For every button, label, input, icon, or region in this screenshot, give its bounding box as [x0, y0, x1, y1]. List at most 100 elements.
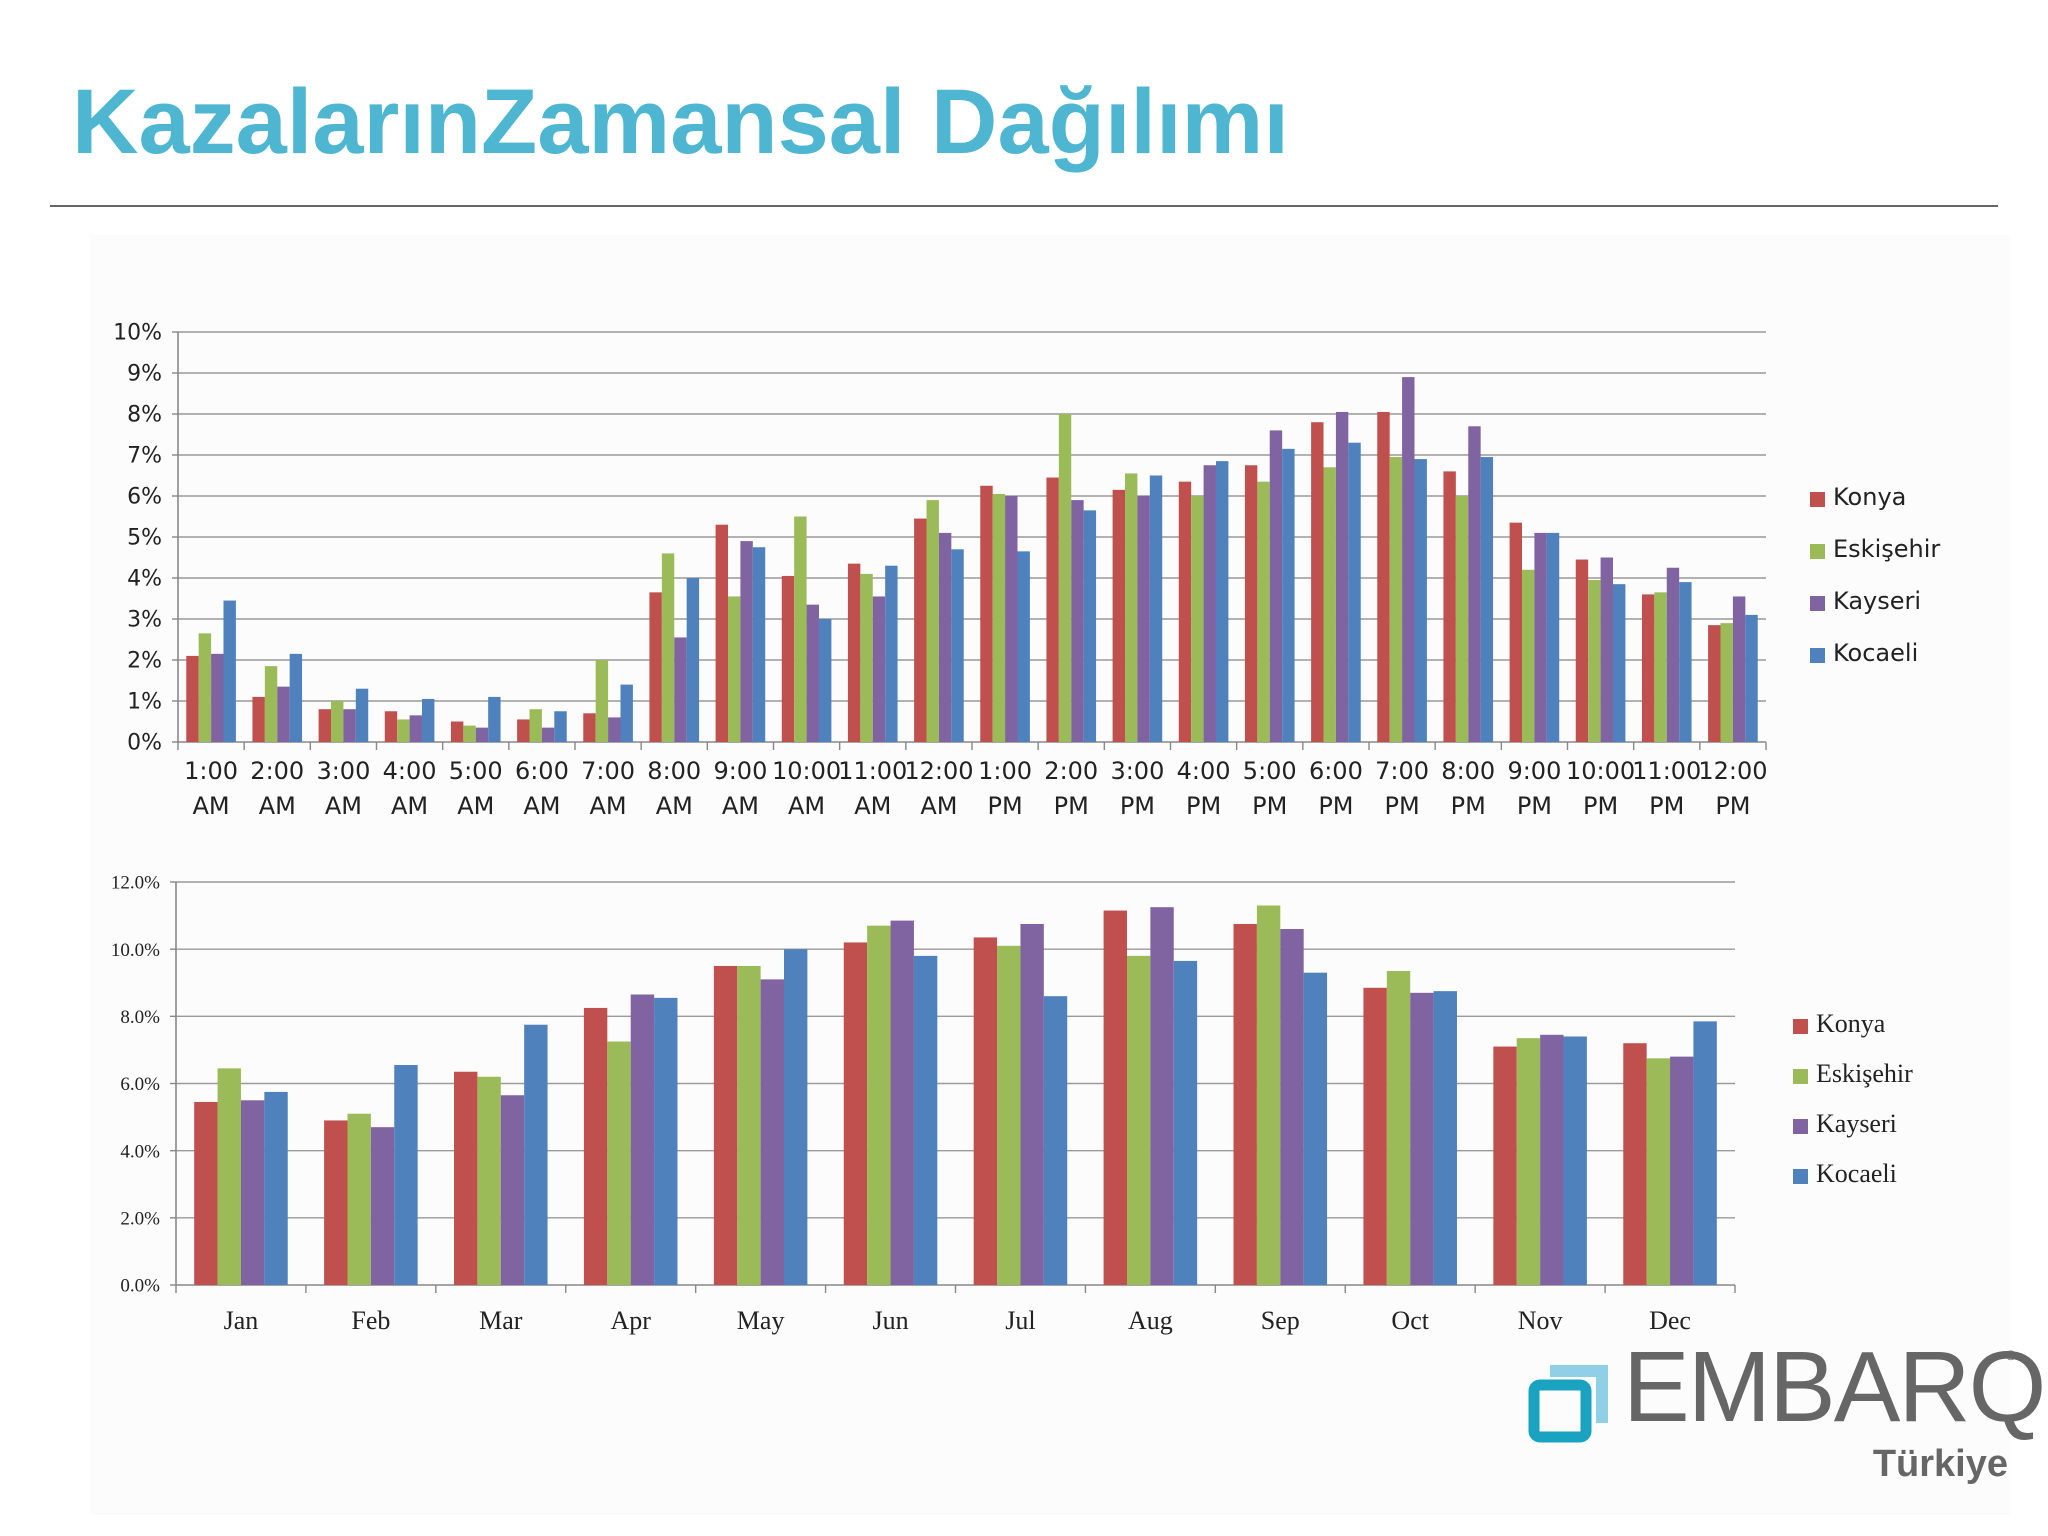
x-tick-label: 7:00: [581, 757, 635, 785]
charts-panel: 0% 1% 2% 3% 4% 5% 6% 7% 8% 9% 10% 1:00 AM 2:00 AM 3:00 A…: [90, 235, 2010, 1515]
bar-kayseri: [475, 727, 489, 742]
x-tick-label: 3:00: [1110, 757, 1164, 785]
bar-kocaeli: [913, 955, 938, 1285]
bar-eskişehir: [794, 516, 807, 742]
x-tick-label: 4:00: [1177, 757, 1231, 785]
x-tick-label: PM: [1517, 792, 1552, 820]
bar-konya: [1311, 422, 1324, 742]
bar-konya: [1233, 923, 1257, 1285]
x-tick-label: 12:00: [1698, 757, 1767, 785]
x-tick-label: 11:00: [1632, 757, 1701, 785]
bar-konya: [1363, 987, 1387, 1285]
bar-konya: [781, 575, 795, 742]
x-tick-label: PM: [1715, 792, 1750, 820]
bar-konya: [384, 711, 398, 742]
bar-kayseri: [1666, 567, 1680, 742]
bar-konya: [1641, 594, 1655, 742]
bar-kocaeli: [1149, 475, 1163, 742]
x-tick-label: 1:00: [978, 757, 1032, 785]
bar-kayseri: [277, 686, 290, 742]
legend-label: Kocaeli: [1833, 639, 1918, 667]
y-tick-label: 0.0%: [120, 1276, 160, 1297]
bar-eskişehir: [1257, 481, 1270, 742]
bar-kayseri: [890, 920, 914, 1285]
bar-konya: [194, 1101, 218, 1285]
bar-eskişehir: [992, 493, 1006, 742]
bar-kayseri: [343, 709, 356, 742]
legend-label: Konya: [1833, 483, 1906, 511]
legend-swatch: [1793, 1119, 1808, 1134]
bar-eskişehir: [997, 945, 1021, 1285]
bar-kocaeli: [885, 565, 898, 742]
bar-kayseri: [1468, 426, 1481, 742]
bar-konya: [980, 485, 993, 742]
bar-kocaeli: [1563, 1036, 1587, 1285]
bar-kayseri: [1071, 500, 1084, 742]
logo-registered-mark: ®: [2005, 1347, 2016, 1363]
bar-eskişehir: [1125, 473, 1138, 742]
y-tick-label: 4%: [127, 567, 162, 592]
x-tick-label: 8:00: [647, 757, 701, 785]
x-tick-label: Dec: [1649, 1306, 1691, 1335]
bar-kayseri: [938, 532, 952, 742]
bar-eskişehir: [347, 1113, 371, 1285]
x-tick-label: 2:00: [1044, 757, 1098, 785]
x-tick-label: 5:00: [1243, 757, 1297, 785]
bar-eskişehir: [867, 925, 891, 1285]
bar-konya: [847, 563, 861, 742]
bar-kayseri: [1540, 1034, 1564, 1285]
y-tick-label: 8.0%: [120, 1007, 160, 1028]
x-tick-label: 11:00: [838, 757, 907, 785]
bar-eskişehir: [198, 633, 212, 742]
x-tick-label: AM: [325, 792, 362, 820]
bar-konya: [1443, 471, 1456, 742]
bar-eskişehir: [264, 666, 278, 742]
bar-eskişehir: [1191, 496, 1204, 742]
bar-kayseri: [409, 715, 422, 742]
legend-swatch: [1793, 1019, 1808, 1034]
bar-kocaeli: [289, 653, 303, 742]
x-tick-label: AM: [590, 792, 627, 820]
bar-konya: [324, 1120, 348, 1285]
bar-eskişehir: [607, 1041, 631, 1285]
bar-konya: [318, 709, 332, 742]
bar-kocaeli: [355, 688, 369, 742]
x-tick-label: 5:00: [449, 757, 503, 785]
y-tick-label: 12.0%: [111, 873, 160, 894]
y-tick-label: 5%: [127, 526, 162, 551]
bar-konya: [517, 719, 530, 742]
y-tick-label: 3%: [127, 608, 162, 633]
x-tick-label: PM: [987, 792, 1022, 820]
bar-konya: [454, 1071, 478, 1285]
bar-kayseri: [1137, 496, 1150, 742]
bar-kocaeli: [421, 698, 435, 742]
logo-wordmark: EMBARQ: [1623, 1331, 2046, 1443]
hourly-accident-chart: 0% 1% 2% 3% 4% 5% 6% 7% 8% 9% 10% 1:00 AM 2:00 AM 3:00 A…: [113, 321, 1940, 820]
bar-kayseri: [1600, 557, 1613, 742]
x-tick-label: 6:00: [1309, 757, 1363, 785]
x-tick-label: PM: [1186, 792, 1221, 820]
bar-eskişehir: [1654, 592, 1667, 742]
x-tick-label: 10:00: [1566, 757, 1635, 785]
bar-eskişehir: [1058, 414, 1072, 742]
bar-kocaeli: [1043, 996, 1068, 1285]
bar-kayseri: [1269, 430, 1283, 742]
bar-kocaeli: [394, 1065, 418, 1285]
bar-eskişehir: [595, 660, 609, 742]
bar-kayseri: [1410, 992, 1434, 1285]
bar-eskişehir: [529, 709, 542, 742]
bar-kocaeli: [488, 696, 501, 742]
x-tick-label: Feb: [351, 1306, 390, 1335]
y-tick-label: 1%: [127, 690, 162, 715]
bar-eskişehir: [1386, 970, 1411, 1285]
bar-eskişehir: [1720, 623, 1733, 742]
bar-konya: [252, 696, 265, 742]
x-tick-label: Apr: [610, 1306, 651, 1335]
bar-kocaeli: [1282, 448, 1295, 742]
x-tick-label: 10:00: [772, 757, 841, 785]
bar-eskişehir: [661, 553, 675, 742]
x-tick-label: 8:00: [1441, 757, 1495, 785]
bar-eskişehir: [926, 500, 939, 742]
bar-kocaeli: [1348, 442, 1361, 742]
x-tick-label: AM: [788, 792, 825, 820]
